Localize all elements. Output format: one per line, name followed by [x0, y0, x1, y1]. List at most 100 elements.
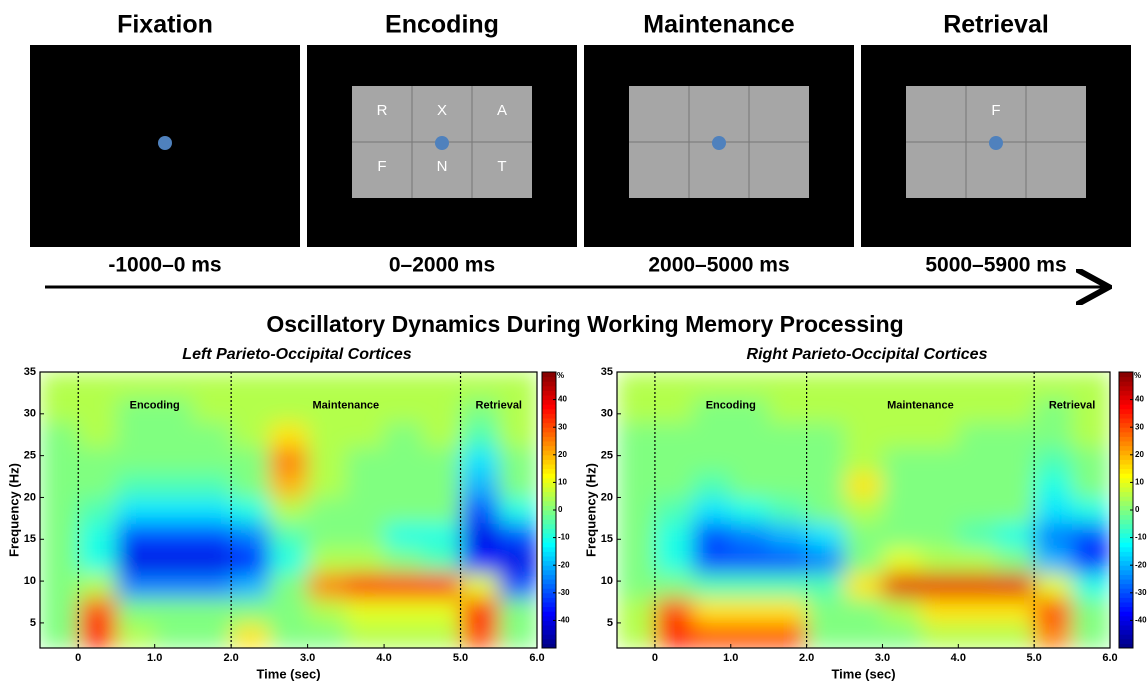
heatmap-cell — [384, 523, 423, 549]
heatmap-cell — [422, 497, 461, 523]
y-tick-label: 5 — [607, 617, 613, 629]
colorbar-tick-label: 0 — [558, 505, 563, 514]
fixation-dot — [435, 136, 449, 150]
y-tick-label: 10 — [24, 575, 36, 587]
heatmap-cell — [155, 548, 194, 574]
heatmap-cell — [231, 422, 270, 448]
colorbar-step — [542, 542, 556, 547]
chart-title: Right Parieto-Occipital Cortices — [747, 346, 988, 363]
heatmap-cell — [78, 447, 117, 473]
colorbar-step — [542, 418, 556, 423]
colorbar-unit: % — [1134, 371, 1141, 380]
heatmap-cell — [116, 548, 155, 574]
colorbar-step — [542, 441, 556, 446]
heatmap-cell — [1072, 598, 1110, 624]
colorbar-step — [542, 404, 556, 409]
heatmap-cell — [499, 523, 538, 549]
heatmap-cell — [155, 573, 194, 599]
figure-title: Oscillatory Dynamics During Working Memo… — [266, 311, 903, 337]
x-tick-label: 1.0 — [723, 652, 738, 664]
heatmap-cell — [655, 372, 693, 398]
heatmap-cell — [346, 497, 385, 523]
colorbar-step — [1119, 528, 1133, 533]
heatmap-cell — [155, 598, 194, 624]
heatmap-cell — [882, 497, 920, 523]
heatmap-cell — [346, 422, 385, 448]
heatmap-cell — [920, 548, 958, 574]
heatmap-cell — [461, 422, 500, 448]
fixation-dot — [158, 136, 172, 150]
heatmap-cell — [693, 472, 731, 498]
x-axis-label: Time (sec) — [256, 666, 320, 681]
colorbar-step — [1119, 418, 1133, 423]
heatmap-cell — [116, 523, 155, 549]
heatmap-cell — [617, 523, 655, 549]
colorbar-step — [1119, 372, 1133, 377]
colorbar-step — [542, 496, 556, 501]
heatmap-cell — [769, 573, 807, 599]
colorbar-step — [542, 634, 556, 639]
heatmap-cell — [40, 472, 79, 498]
heatmap-cell — [116, 623, 155, 649]
heatmap-cell — [958, 548, 996, 574]
heatmap-cell — [807, 623, 845, 649]
heatmap-cell — [346, 447, 385, 473]
heatmap-cell — [193, 573, 232, 599]
heatmap-cell — [769, 447, 807, 473]
heatmap-cell — [269, 598, 308, 624]
letter: R — [377, 102, 388, 119]
x-tick-label: 0 — [75, 652, 81, 664]
heatmap-cell — [996, 523, 1034, 549]
heatmap-cell — [346, 523, 385, 549]
colorbar-step — [542, 432, 556, 437]
heatmap-cell — [1034, 372, 1072, 398]
heatmap-cell — [346, 573, 385, 599]
heatmap-cell — [1072, 497, 1110, 523]
heatmap-cell — [422, 422, 461, 448]
epoch-label: Encoding — [130, 399, 180, 411]
colorbar-step — [1119, 524, 1133, 529]
heatmap-cell — [78, 497, 117, 523]
colorbar-step — [1119, 386, 1133, 391]
heatmap-cell — [996, 397, 1034, 423]
figure: Oscillatory Dynamics During Working Memo… — [0, 0, 1147, 686]
heatmap-cell — [231, 573, 270, 599]
heatmap-cell — [617, 447, 655, 473]
heatmap-cell — [882, 548, 920, 574]
heatmap-cell — [617, 598, 655, 624]
heatmap-cell — [78, 573, 117, 599]
colorbar-tick-label: -40 — [558, 616, 570, 625]
heatmap-cell — [693, 523, 731, 549]
heatmap — [40, 372, 538, 649]
heatmap-cell — [155, 523, 194, 549]
x-tick-label: 6.0 — [1102, 652, 1117, 664]
colorbar-step — [542, 409, 556, 414]
heatmap-cell — [384, 447, 423, 473]
heatmap-cell — [845, 548, 883, 574]
colorbar-step — [542, 377, 556, 382]
heatmap-cell — [769, 397, 807, 423]
heatmap-cell — [845, 397, 883, 423]
heatmap-cell — [384, 497, 423, 523]
heatmap-cell — [155, 447, 194, 473]
heatmap-cell — [882, 472, 920, 498]
heatmap-cell — [845, 623, 883, 649]
y-tick-label: 15 — [601, 533, 613, 545]
heatmap-cell — [116, 598, 155, 624]
heatmap-cell — [769, 598, 807, 624]
colorbar-step — [1119, 427, 1133, 432]
colorbar-step — [542, 519, 556, 524]
heatmap-cell — [231, 372, 270, 398]
heatmap-cell — [693, 497, 731, 523]
heatmap-cell — [231, 548, 270, 574]
colorbar-step — [1119, 570, 1133, 575]
y-tick-label: 5 — [30, 617, 36, 629]
colorbar-step — [1119, 436, 1133, 441]
heatmap-cell — [731, 472, 769, 498]
colorbar-step — [1119, 459, 1133, 464]
heatmap-cell — [78, 548, 117, 574]
heatmap-cell — [40, 422, 79, 448]
colorbar-step — [542, 574, 556, 579]
heatmap-cell — [78, 523, 117, 549]
heatmap-cell — [882, 422, 920, 448]
